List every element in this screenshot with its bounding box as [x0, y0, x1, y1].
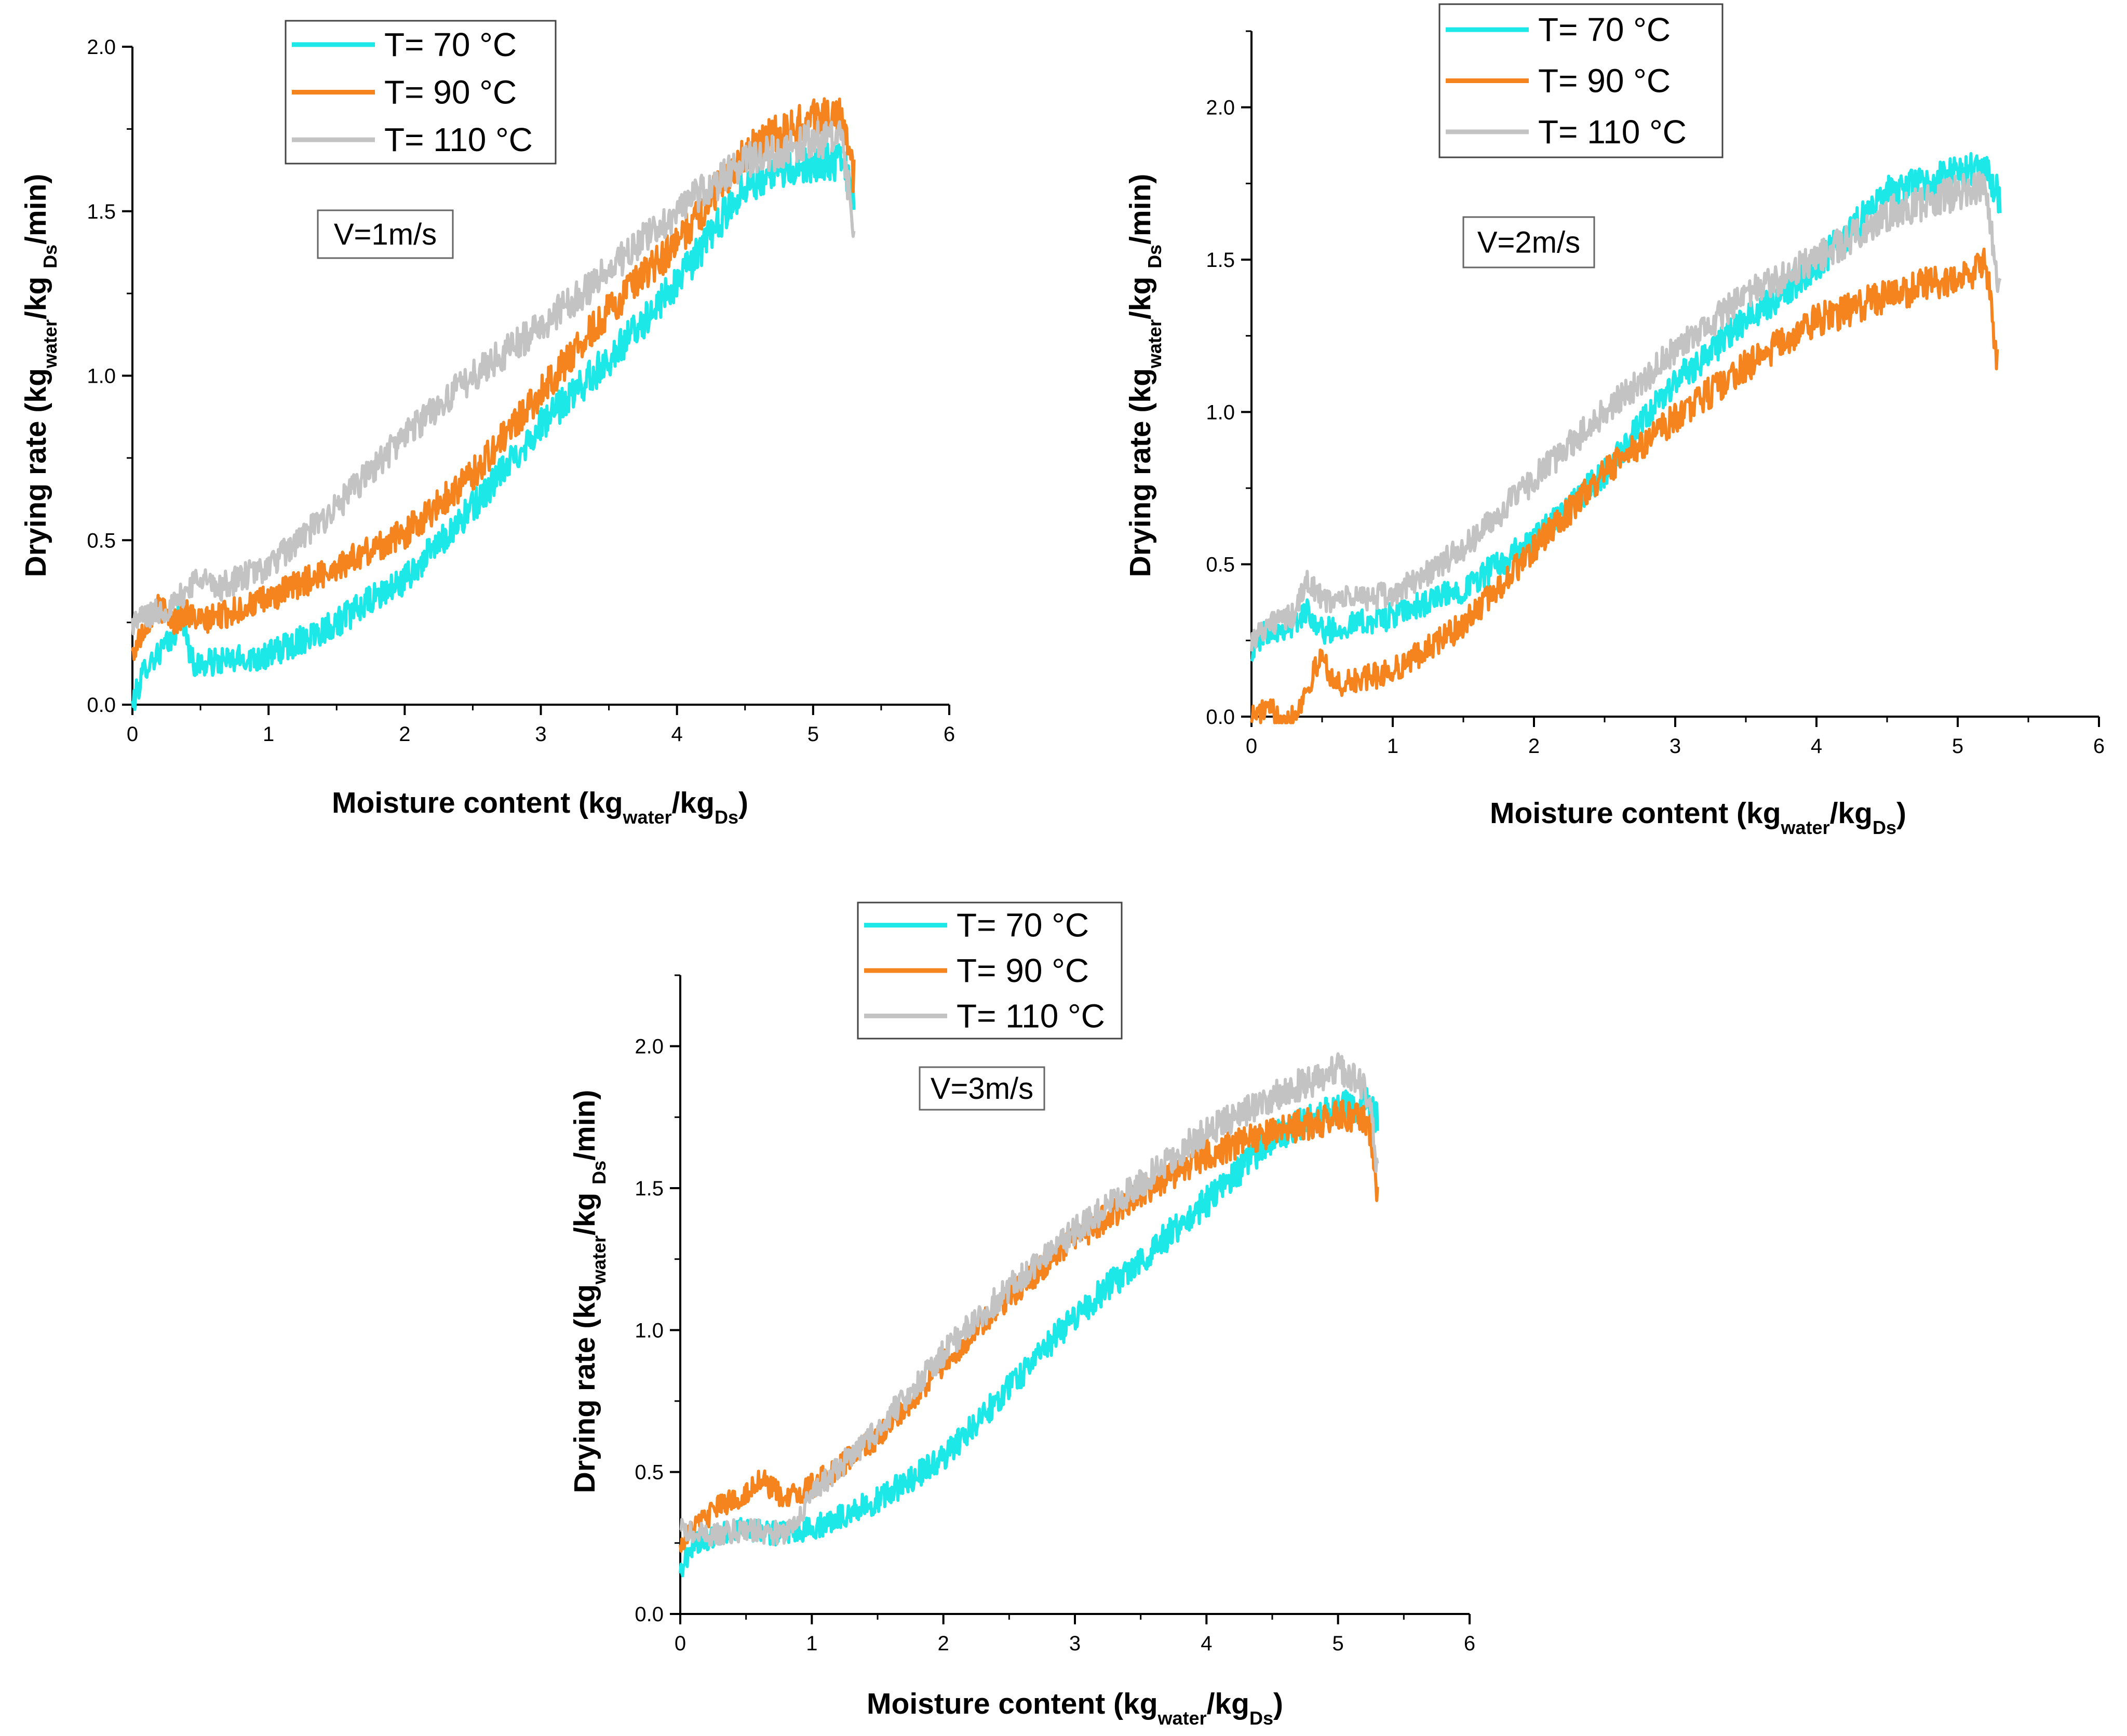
y-tick-label: 1.5	[635, 1177, 664, 1200]
y-tick-label: 0.0	[87, 694, 116, 717]
legend-entry: T= 90 °C	[957, 952, 1089, 989]
annotation-label: V=2m/s	[1477, 226, 1580, 260]
y-tick-label: 2.0	[87, 36, 116, 59]
legend-entry: T= 70 °C	[1538, 11, 1671, 48]
y-tick-label: 1.5	[1206, 249, 1235, 272]
x-tick-label: 4	[1201, 1632, 1212, 1655]
x-tick-label: 1	[806, 1632, 817, 1655]
x-tick-label: 0	[675, 1632, 686, 1655]
series-line	[131, 142, 856, 711]
x-axis-title: Moisture content (kgwater/kgDs)	[867, 1687, 1283, 1729]
x-tick-label: 4	[671, 723, 683, 746]
y-tick-label: 1.5	[87, 200, 116, 223]
legend-entry: T= 90 °C	[1538, 62, 1671, 100]
series-line	[679, 1099, 1379, 1553]
x-axis-title: Moisture content (kgwater/kgDs)	[332, 786, 748, 828]
chart-v3: 0 1 2 3 4 5 6 0.0 0.5 1.0 1.5 2.0 T= 70 °C T= 90 °C T=…	[568, 901, 1475, 1729]
x-tick-label: 1	[1387, 735, 1398, 758]
x-tick-label: 2	[399, 723, 410, 746]
y-tick-label: 0.5	[635, 1461, 664, 1484]
x-tick-label: 2	[1528, 735, 1540, 758]
legend-entry: T= 110 °C	[1538, 113, 1687, 151]
series-line	[131, 119, 856, 636]
chart-v2: 0 1 2 3 4 5 6 0.0 0.5 1.0 1.5 2.0 T= 70 °C T= 90 °C T=…	[1124, 3, 2105, 838]
x-tick-label: 3	[535, 723, 546, 746]
series-line	[679, 1084, 1379, 1578]
x-tick-label: 2	[938, 1632, 949, 1655]
x-tick-label: 5	[1332, 1632, 1344, 1655]
annotation-box	[919, 1066, 1045, 1111]
y-tick-label: 2.0	[635, 1035, 664, 1058]
legend-entry: T= 90 °C	[384, 74, 517, 111]
x-tick-label: 3	[1670, 735, 1681, 758]
annotation-label: V=1m/s	[334, 218, 437, 251]
y-tick-label: 2.0	[1206, 97, 1235, 119]
y-tick-label: 0.0	[635, 1603, 664, 1626]
x-tick-label: 1	[263, 723, 274, 746]
series-line	[679, 1052, 1379, 1547]
x-tick-label: 6	[2093, 735, 2105, 758]
y-tick-label: 0.5	[87, 529, 116, 552]
y-tick-label: 0.0	[1206, 706, 1235, 729]
y-axis-title: Drying rate (kgwater/kg Ds/min)	[1124, 174, 1165, 577]
x-tick-label: 3	[1069, 1632, 1081, 1655]
annotation-box	[317, 209, 454, 259]
legend-entry: T= 110 °C	[384, 121, 533, 158]
legend-entry: T= 110 °C	[957, 997, 1105, 1034]
x-tick-label: 0	[1246, 735, 1257, 758]
annotation-label: V=3m/s	[931, 1072, 1033, 1106]
series-line	[131, 97, 856, 661]
x-tick-label: 5	[807, 723, 819, 746]
x-tick-label: 5	[1952, 735, 1963, 758]
x-axis-title: Moisture content (kgwater/kgDs)	[1490, 797, 1906, 838]
y-axis-title: Drying rate (kgwater/kg Ds/min)	[19, 174, 61, 577]
y-tick-label: 1.0	[1206, 401, 1235, 424]
x-tick-label: 0	[127, 723, 138, 746]
legend-entry: T= 70 °C	[384, 26, 517, 63]
chart-v1: 0 1 2 3 4 5 6 0.0 0.5 1.0 1.5 2.0 T= 70 °C T= 90 °C T=…	[19, 20, 955, 828]
y-tick-label: 1.0	[87, 365, 116, 388]
annotation-box	[1462, 216, 1595, 268]
x-tick-label: 4	[1811, 735, 1822, 758]
x-tick-label: 6	[1464, 1632, 1475, 1655]
legend-entry: T= 70 °C	[957, 907, 1089, 944]
x-tick-label: 6	[944, 723, 955, 746]
y-tick-label: 0.5	[1206, 554, 1235, 576]
y-axis-title: Drying rate (kgwater/kg Ds/min)	[568, 1090, 610, 1493]
series-line	[1250, 247, 1999, 724]
y-tick-label: 1.0	[635, 1319, 664, 1342]
series-line	[1250, 171, 2002, 652]
